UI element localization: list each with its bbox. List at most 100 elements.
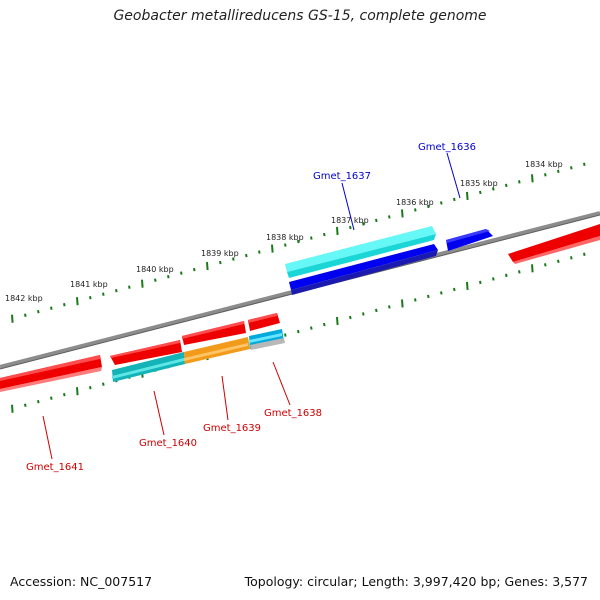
minor-tick [505, 183, 508, 188]
minor-tick [453, 197, 456, 202]
minor-tick [284, 333, 287, 337]
minor-tick [310, 236, 313, 240]
minor-tick [102, 292, 105, 296]
minor-tick [323, 322, 326, 327]
leader-gmet-1640 [153, 390, 165, 436]
minor-tick [102, 382, 105, 386]
minor-tick [544, 263, 547, 267]
major-tick [401, 209, 404, 218]
cds-gmet-1638[interactable] [249, 329, 285, 350]
major-tick [336, 226, 339, 236]
major-tick [531, 174, 534, 183]
gene-label-gmet-1641[interactable]: Gmet_1641 [26, 462, 84, 473]
minor-tick [128, 285, 131, 289]
kbp-label: 1842 kbp [5, 294, 43, 303]
major-tick [531, 264, 534, 273]
minor-tick [388, 215, 391, 219]
minor-tick [284, 243, 287, 247]
leader-gmet-1636 [446, 152, 461, 199]
gene-reverse-right[interactable] [508, 224, 600, 264]
minor-tick [258, 250, 261, 254]
minor-tick [232, 257, 235, 261]
minor-tick [219, 260, 222, 265]
leader-gmet-1637 [341, 182, 355, 231]
minor-tick [89, 296, 92, 300]
minor-tick [492, 187, 495, 191]
minor-tick [544, 173, 547, 177]
major-tick [466, 281, 469, 290]
minor-tick [518, 180, 521, 184]
gene-gmet-1640[interactable] [110, 340, 182, 365]
kbp-label: 1841 kbp [70, 280, 108, 289]
lower-tick-track [11, 252, 586, 413]
gene-label-gmet-1639[interactable]: Gmet_1639 [203, 423, 261, 434]
minor-tick [427, 204, 430, 209]
kbp-label: 1838 kbp [266, 233, 304, 242]
minor-tick [375, 218, 378, 223]
minor-tick [63, 393, 66, 397]
leader-gmet-1639 [221, 375, 229, 421]
kbp-label: 1840 kbp [136, 265, 174, 274]
minor-tick [297, 329, 300, 334]
major-tick [206, 262, 209, 271]
major-tick [271, 244, 274, 253]
minor-tick [297, 239, 300, 244]
minor-tick [50, 306, 53, 310]
minor-tick [583, 162, 586, 167]
gene-label-gmet-1637[interactable]: Gmet_1637 [313, 171, 371, 182]
gene-gmet-1638[interactable] [248, 313, 280, 331]
minor-tick [427, 294, 430, 299]
minor-tick [37, 400, 40, 404]
gene-gmet-1637[interactable] [289, 244, 438, 295]
gene-gmet-1639[interactable] [182, 321, 246, 345]
minor-tick [115, 288, 118, 293]
major-tick [11, 314, 14, 323]
minor-tick [245, 253, 248, 258]
major-tick [401, 299, 404, 308]
minor-tick [414, 298, 417, 302]
minor-tick [414, 208, 417, 212]
major-tick [76, 297, 79, 306]
accession-text: Accession: NC_007517 [10, 574, 153, 589]
kbp-label: 1839 kbp [201, 249, 239, 258]
minor-tick [557, 259, 560, 264]
minor-tick [193, 267, 196, 272]
minor-tick [50, 396, 53, 400]
cds-gmet-1637[interactable] [285, 226, 436, 278]
major-tick [11, 404, 14, 413]
gene-gmet-1641[interactable] [0, 355, 102, 392]
major-tick [76, 387, 79, 396]
kbp-label: 1835 kbp [460, 179, 498, 188]
minor-tick [37, 310, 40, 314]
major-tick [336, 316, 339, 326]
major-tick [141, 279, 144, 288]
gene-label-gmet-1640[interactable]: Gmet_1640 [139, 438, 197, 449]
minor-tick [518, 270, 521, 274]
cds-gmet-1640[interactable] [112, 352, 185, 382]
minor-tick [362, 222, 365, 226]
minor-tick [440, 291, 443, 295]
gene-label-gmet-1638[interactable]: Gmet_1638 [264, 408, 322, 419]
minor-tick [180, 271, 183, 275]
minor-tick [362, 312, 365, 316]
leader-gmet-1641 [42, 415, 53, 460]
upper-tick-track [11, 162, 586, 323]
minor-tick [349, 225, 352, 230]
minor-tick [375, 308, 378, 313]
minor-tick [570, 256, 573, 260]
minor-tick [63, 303, 66, 307]
minor-tick [388, 305, 391, 309]
kbp-label: 1837 kbp [331, 216, 369, 225]
leader-gmet-1638 [272, 361, 291, 406]
minor-tick [24, 403, 27, 407]
minor-tick [557, 169, 560, 174]
minor-tick [479, 280, 482, 285]
genome-summary-text: Topology: circular; Length: 3,997,420 bp… [244, 574, 588, 589]
cds-gmet-1639[interactable] [184, 337, 250, 364]
map-title: Geobacter metallireducens GS-15, complet… [113, 8, 487, 24]
minor-tick [349, 315, 352, 320]
minor-tick [154, 278, 157, 282]
gene-label-gmet-1636[interactable]: Gmet_1636 [418, 142, 476, 153]
gene-gmet-1636[interactable] [446, 229, 493, 251]
